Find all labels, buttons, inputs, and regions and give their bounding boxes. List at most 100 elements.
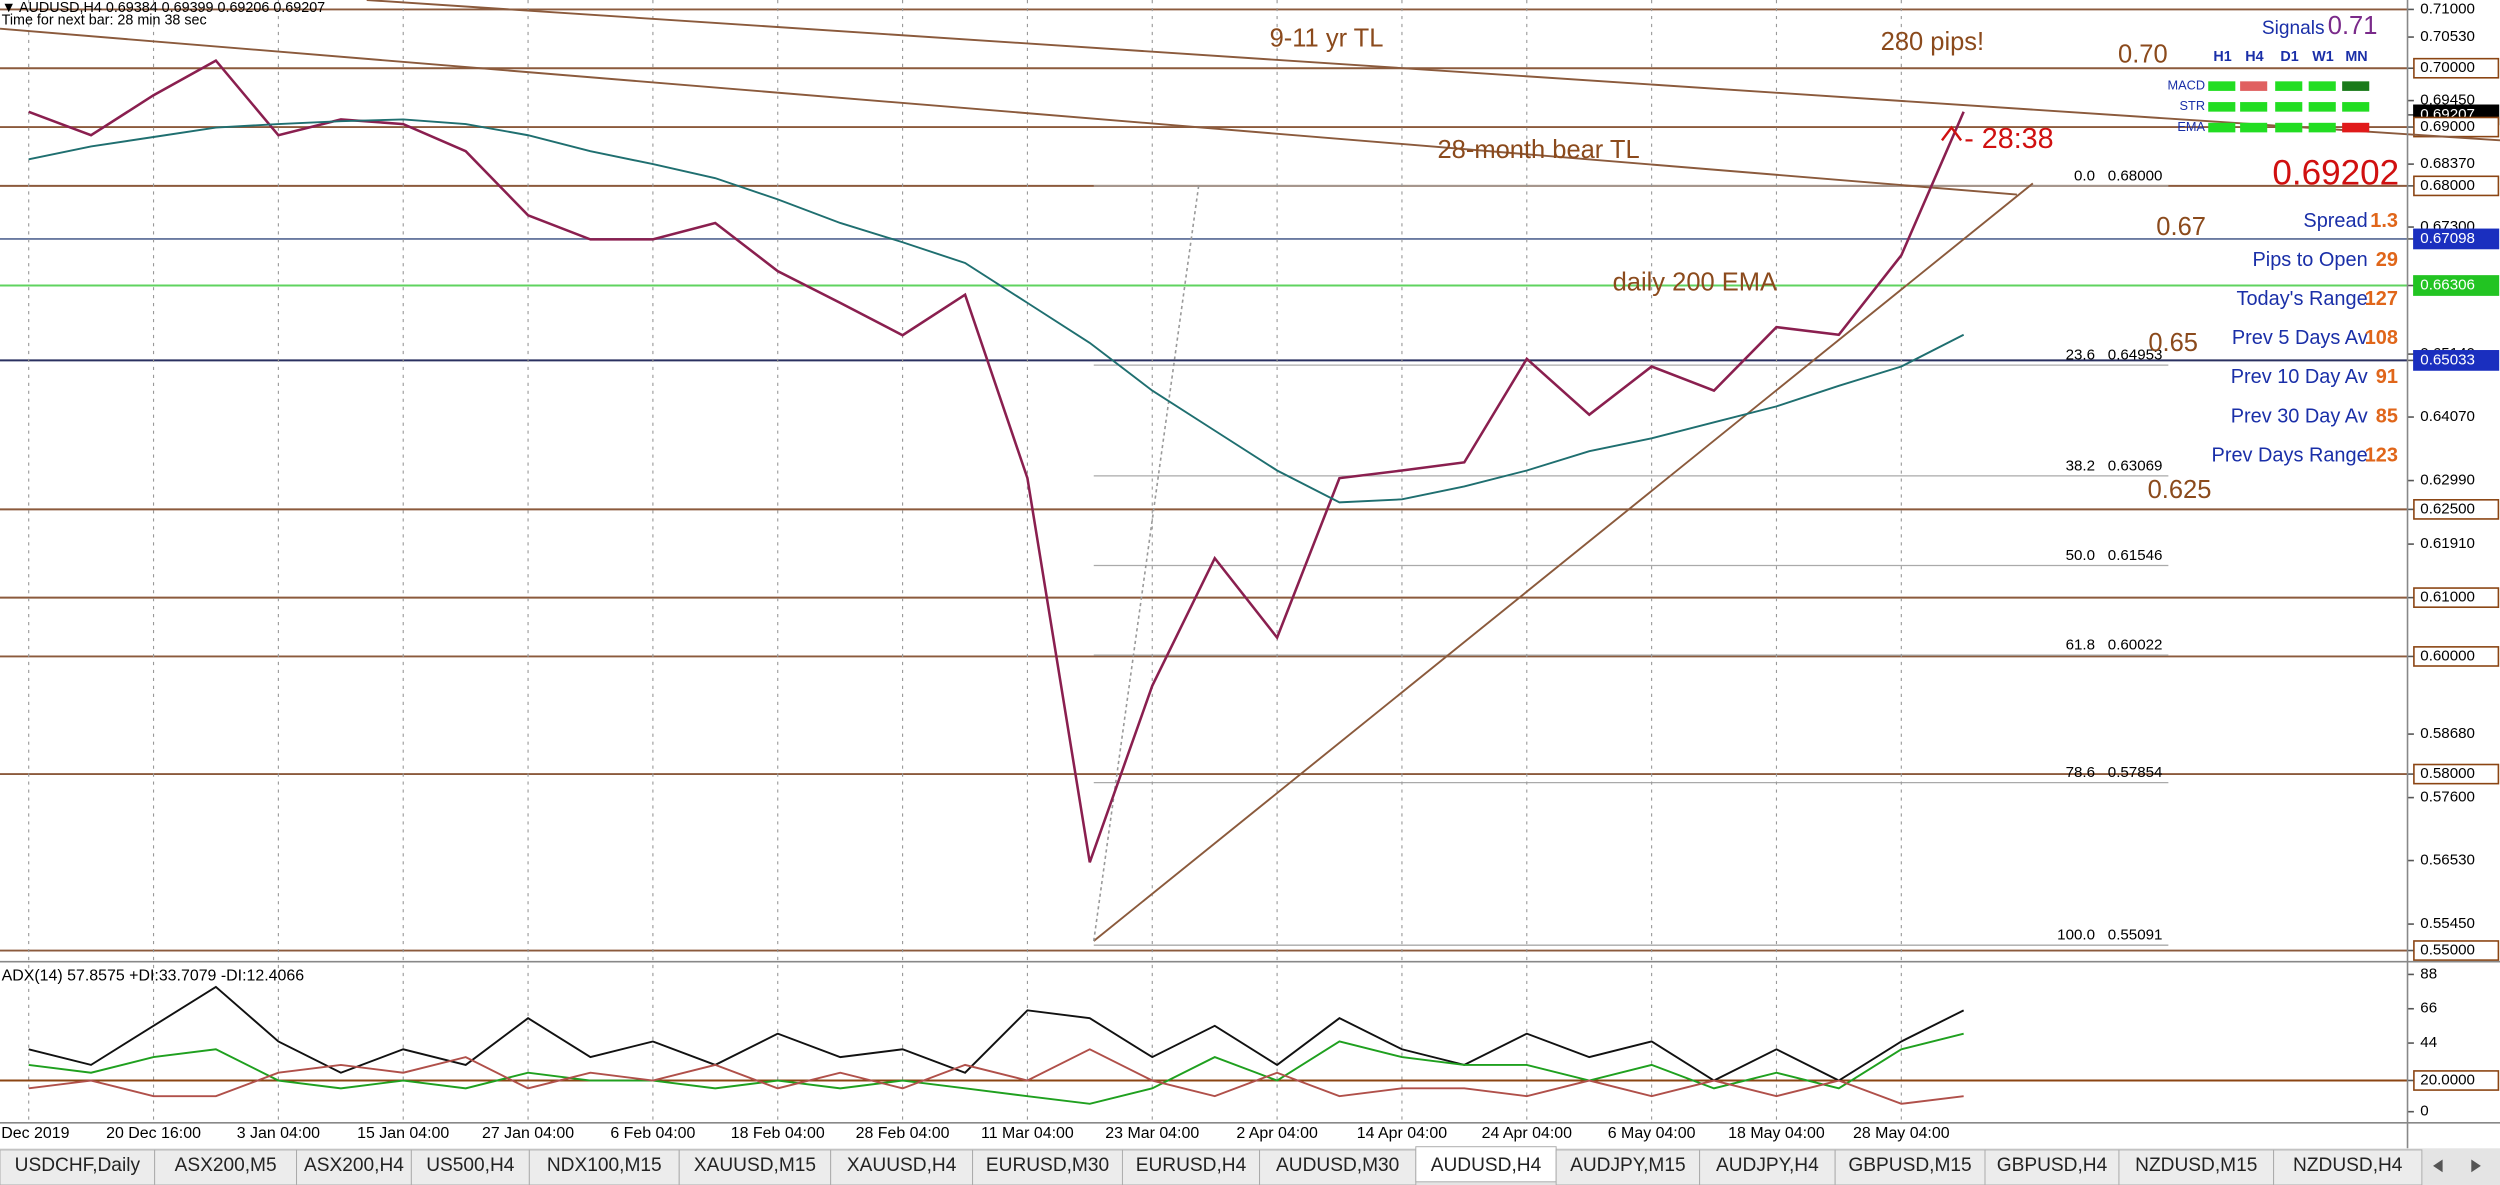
tab[interactable] [1555, 1149, 1701, 1185]
tick-box [2413, 940, 2500, 961]
tab-label[interactable]: NZDUSD,H4 [2293, 1155, 2403, 1176]
x-tick-label: 15 Jan 04:00 [357, 1125, 449, 1142]
y-tick-label: 0.55450 [2420, 915, 2475, 932]
x-tick-label: 20 Dec 16:00 [106, 1125, 201, 1142]
fib-price: 0.63069 [2108, 457, 2163, 474]
signal-box [2208, 81, 2236, 91]
signal-box [2342, 122, 2370, 133]
tab-label[interactable]: US500,H4 [426, 1155, 515, 1176]
x-tick-label: 18 May 04:00 [1728, 1125, 1825, 1142]
x-tick-label: 24 Apr 04:00 [1482, 1125, 1573, 1142]
y-tick-label: 88 [2420, 965, 2437, 982]
x-tick-label: 28 May 04:00 [1853, 1125, 1950, 1142]
x-tick-label: 3 Jan 04:00 [237, 1125, 320, 1142]
tab-label[interactable]: ASX200,H4 [304, 1155, 404, 1176]
arrow [1941, 125, 1963, 142]
y-tick-label: 0.65033 [2420, 351, 2475, 368]
y-tick-label: 0.67098 [2420, 230, 2475, 247]
fib-ratio: 78.6 [2066, 764, 2095, 781]
stat-value: 91 [2376, 366, 2398, 388]
fib-ratio: 23.6 [2066, 347, 2095, 364]
signal-box [2342, 102, 2370, 112]
trend-line-9-11yr [366, 0, 2500, 142]
tab[interactable] [528, 1149, 680, 1185]
tick-box [2413, 763, 2500, 785]
stat-value: 1.3 [2370, 210, 2398, 232]
fib-ratio: 61.8 [2066, 637, 2095, 654]
x-tick-label: 14 Apr 04:00 [1357, 1125, 1448, 1142]
tab[interactable] [2273, 1149, 2423, 1185]
annotation: 0.625 [2148, 476, 2212, 504]
y-tick-label: 0.62990 [2420, 472, 2475, 489]
x-tick-label: 27 Jan 04:00 [482, 1125, 574, 1142]
tab[interactable] [678, 1149, 832, 1185]
tab[interactable] [1259, 1149, 1417, 1185]
annotation: 9-11 yr TL [1270, 25, 1384, 53]
series-line [28, 1048, 1964, 1105]
tab[interactable] [972, 1149, 1123, 1185]
signal-box [2208, 122, 2236, 133]
tab[interactable] [1984, 1149, 2120, 1185]
tab-label[interactable]: NZDUSD,M15 [2135, 1155, 2257, 1176]
tab-label[interactable]: GBPUSD,M15 [1848, 1155, 1971, 1176]
y-tick-label: 0.68370 [2420, 155, 2475, 172]
tab-label[interactable]: AUDJPY,H4 [1716, 1155, 1819, 1176]
fib-price: 0.61546 [2108, 547, 2163, 564]
tab[interactable] [1834, 1149, 1986, 1185]
signal-box [2208, 102, 2236, 112]
tab-label[interactable]: XAUUSD,H4 [847, 1155, 957, 1176]
tab-label[interactable]: GBPUSD,H4 [1997, 1155, 2108, 1176]
tab-label[interactable]: EURUSD,H4 [1136, 1155, 1247, 1176]
series-line [28, 1032, 1964, 1105]
tab-label[interactable]: EURUSD,M30 [986, 1155, 1109, 1176]
stat-label: Prev Days Range [2212, 444, 2368, 466]
tab[interactable] [410, 1149, 530, 1185]
y-tick-label: 0.64070 [2420, 408, 2475, 425]
y-tick-label: 0.68000 [2420, 177, 2475, 194]
tab-label[interactable]: NDX100,M15 [547, 1155, 662, 1176]
tab[interactable] [1121, 1149, 1261, 1185]
tick-box [2413, 175, 2500, 197]
timeframe-label: D1 [2280, 49, 2298, 65]
signals-label: Signals [2262, 18, 2325, 39]
tab-label[interactable]: USDCHF,Daily [15, 1155, 141, 1176]
x-tick-label: 6 Feb 04:00 [610, 1125, 695, 1142]
y-tick-label: 0.60000 [2420, 647, 2475, 664]
tab-scroll-arrows[interactable] [2433, 1159, 2481, 1173]
y-tick-label: 0.55000 [2420, 942, 2475, 959]
stat-label: Prev 10 Day Av [2231, 366, 2368, 388]
y-tick-label: 0.70530 [2420, 28, 2475, 45]
stat-label: Today's Range [2237, 288, 2368, 310]
x-tick-label: 23 Mar 04:00 [1105, 1125, 1199, 1142]
x-tick-label: 18 Feb 04:00 [731, 1125, 825, 1142]
fib-price: 0.60022 [2108, 637, 2163, 654]
tab-label[interactable]: XAUUSD,M15 [694, 1155, 816, 1176]
y-tick-label: 20.0000 [2420, 1071, 2475, 1088]
tab[interactable] [154, 1149, 298, 1185]
stat-value: 29 [2376, 249, 2398, 271]
tab-label[interactable]: AUDJPY,M15 [1570, 1155, 1685, 1176]
tab[interactable] [2118, 1149, 2275, 1185]
signal-box [2342, 81, 2370, 91]
timeframe-label: W1 [2312, 49, 2334, 65]
stat-value: 127 [2365, 288, 2398, 310]
tab[interactable] [1699, 1149, 1836, 1185]
y-tick-label: 66 [2420, 1000, 2437, 1017]
tab-label[interactable]: AUDUSD,M30 [1276, 1155, 1399, 1176]
y-tick-label: 0.58680 [2420, 725, 2475, 742]
series-line [28, 118, 1965, 504]
y-tick-label: 0.61000 [2420, 589, 2475, 606]
tab[interactable] [0, 1149, 156, 1185]
y-tick-label: 0 [2420, 1103, 2428, 1120]
y-tick-label: 0.56530 [2420, 852, 2475, 869]
signal-box [2275, 81, 2303, 91]
y-tick-label: 0.66306 [2420, 277, 2475, 294]
tab-label[interactable]: ASX200,M5 [175, 1155, 277, 1176]
tab-label[interactable]: AUDUSD,H4 [1431, 1155, 1542, 1176]
x-tick-label: 11 Mar 04:00 [981, 1125, 1074, 1142]
tab[interactable] [830, 1149, 974, 1185]
y-tick-label: 0.71000 [2420, 0, 2475, 17]
tab[interactable] [296, 1149, 412, 1185]
annotation: 28-month bear TL [1437, 136, 1639, 164]
fib-price: 0.57854 [2108, 764, 2163, 781]
